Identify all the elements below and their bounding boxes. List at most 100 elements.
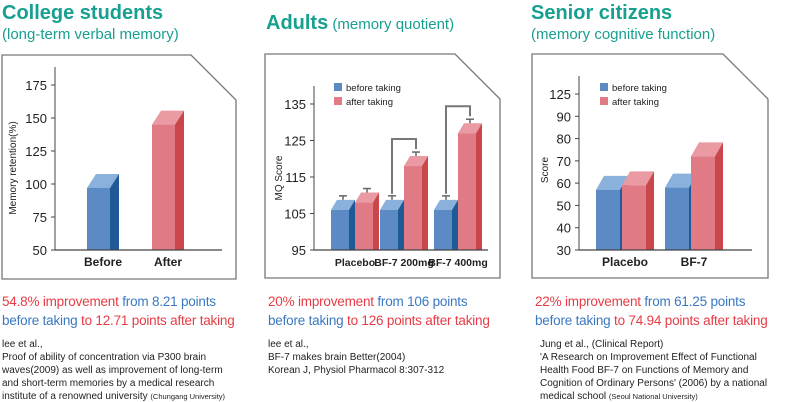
ref-line: and short-term memories by a medical res… bbox=[2, 378, 215, 389]
panel-title-college: College students bbox=[2, 2, 164, 24]
reference-adults: lee et al., BF-7 makes brain Better(2004… bbox=[268, 338, 444, 377]
headline-part: before taking bbox=[268, 313, 344, 328]
ref-line: Jung et al., (Clinical Report) bbox=[540, 339, 664, 350]
category-label: BF-7 200mg bbox=[374, 257, 434, 269]
category-label: BF-7 400mg bbox=[428, 257, 488, 269]
title-text: Adults bbox=[266, 12, 329, 34]
bar-top bbox=[691, 142, 723, 157]
panel-subtitle-seniors: (memory cognitive function) bbox=[531, 26, 716, 43]
category-label: BF-7 bbox=[681, 255, 708, 269]
bar bbox=[152, 124, 175, 250]
ref-line: 'A Research on Improvement Effect of Fun… bbox=[540, 352, 757, 363]
ref-line: lee et al., bbox=[2, 339, 43, 350]
bar-side bbox=[715, 142, 723, 250]
y-axis-label: Memory retention(%) bbox=[8, 121, 19, 214]
bar-top bbox=[331, 199, 355, 210]
ref-line: Korean J, Physiol Pharmacol 8:307-312 bbox=[268, 365, 445, 376]
ref-line: lee et al., bbox=[268, 339, 309, 350]
bar bbox=[596, 189, 620, 250]
y-tick-label: 100 bbox=[25, 177, 47, 192]
bar-side bbox=[476, 123, 482, 250]
legend-swatch bbox=[600, 83, 608, 91]
bar-side bbox=[646, 171, 654, 250]
bar-top bbox=[152, 110, 184, 125]
panel-title-seniors: Senior citizens bbox=[531, 2, 673, 24]
bar-top bbox=[434, 199, 458, 210]
headline-part: from 8.21 points bbox=[118, 294, 216, 309]
bar bbox=[691, 156, 715, 250]
bar bbox=[404, 166, 422, 250]
bar-top bbox=[355, 192, 379, 203]
headline-part: to 126 points after taking bbox=[343, 313, 490, 328]
headline-part: 22% improvement bbox=[535, 294, 641, 309]
y-tick-label: 50 bbox=[557, 198, 571, 213]
category-label: Placebo bbox=[335, 257, 375, 269]
category-label: Before bbox=[84, 255, 122, 269]
bar bbox=[355, 202, 373, 250]
legend-swatch bbox=[334, 97, 342, 105]
headline-part: to 74.94 points after taking bbox=[610, 313, 768, 328]
legend-label: before taking bbox=[346, 83, 401, 94]
y-tick-label: 125 bbox=[284, 134, 306, 149]
bar-side bbox=[175, 110, 184, 250]
significance-bracket bbox=[445, 105, 471, 194]
bar-top bbox=[665, 173, 697, 188]
y-tick-label: 75 bbox=[33, 210, 47, 225]
y-tick-label: 135 bbox=[284, 97, 306, 112]
y-tick-label: 40 bbox=[557, 221, 571, 236]
bar bbox=[458, 133, 476, 250]
bar-side bbox=[422, 156, 428, 250]
bar-top bbox=[87, 173, 119, 188]
y-tick-label: 150 bbox=[25, 111, 47, 126]
legend-swatch bbox=[334, 83, 342, 91]
ref-line: BF-7 makes brain Better(2004) bbox=[268, 352, 406, 363]
legend-swatch bbox=[600, 97, 608, 105]
legend-label: before taking bbox=[612, 83, 667, 94]
headline-part: before taking bbox=[2, 313, 78, 328]
panel-subtitle-college: (long-term verbal memory) bbox=[2, 26, 179, 43]
bar bbox=[434, 209, 452, 250]
bar bbox=[331, 209, 349, 250]
ref-institution: (Chungang University) bbox=[150, 392, 226, 401]
y-tick-label: 50 bbox=[33, 243, 47, 258]
headline-part: from 106 points bbox=[373, 294, 468, 309]
legend-label: after taking bbox=[346, 97, 393, 108]
y-tick-label: 115 bbox=[285, 170, 306, 185]
bar-side bbox=[373, 192, 379, 250]
headline-seniors: 22% improvement from 61.25 points before… bbox=[535, 292, 768, 330]
bar bbox=[622, 185, 646, 250]
headline-part: 20% improvement bbox=[268, 294, 374, 309]
ref-text: institute of a renowned university bbox=[2, 391, 151, 402]
headline-part: 54.8% improvement bbox=[2, 294, 119, 309]
category-label: Placebo bbox=[602, 255, 648, 269]
title-suffix: (memory quotient) bbox=[328, 16, 455, 33]
bar-top bbox=[596, 175, 628, 190]
bar-top bbox=[458, 123, 482, 134]
headline-adults: 20% improvement from 106 points before t… bbox=[268, 292, 490, 330]
category-label: After bbox=[154, 255, 182, 269]
bar-side bbox=[452, 199, 458, 250]
y-tick-label: 125 bbox=[549, 87, 571, 102]
headline-part: to 12.71 points after taking bbox=[77, 313, 235, 328]
bar-side bbox=[110, 173, 119, 250]
bar-side bbox=[398, 199, 404, 250]
bar-side bbox=[349, 199, 355, 250]
y-tick-label: 60 bbox=[557, 176, 571, 191]
ref-line: Health Food BF-7 on Functions of Memory … bbox=[540, 365, 749, 376]
y-tick-label: 70 bbox=[557, 154, 571, 169]
legend-label: after taking bbox=[612, 97, 659, 108]
bar-top bbox=[622, 171, 654, 186]
reference-college: lee et al., Proof of ability of concentr… bbox=[2, 338, 225, 402]
y-tick-label: 95 bbox=[292, 243, 306, 258]
bar-top bbox=[380, 199, 404, 210]
ref-line: institute of a renowned university (Chun… bbox=[2, 390, 225, 402]
headline-part: from 61.25 points bbox=[640, 294, 746, 309]
ref-line: waves(2009) as well as improvement of lo… bbox=[2, 365, 223, 376]
panel-title-adults: Adults (memory quotient) bbox=[266, 12, 454, 35]
y-tick-label: 30 bbox=[557, 243, 571, 258]
bar bbox=[665, 187, 689, 250]
ref-line: medical school (Seoul National Universit… bbox=[540, 390, 767, 402]
y-tick-label: 175 bbox=[25, 78, 47, 93]
